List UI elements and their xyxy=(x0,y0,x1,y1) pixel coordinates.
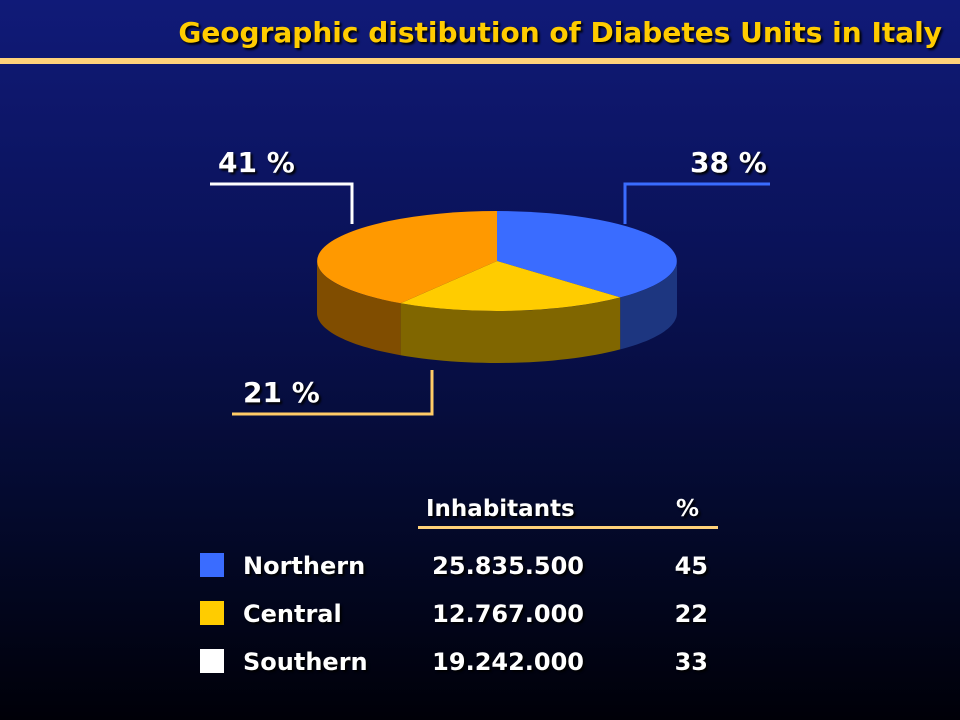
pie-leader-lines xyxy=(210,182,770,416)
pie-top xyxy=(317,211,677,311)
slice-label-central: 21 % xyxy=(243,376,320,409)
title-underline xyxy=(0,58,960,64)
pie-slice-central xyxy=(400,261,621,311)
pie-side-central xyxy=(400,297,621,363)
pie-slice-southern xyxy=(317,211,497,304)
pie-sides xyxy=(317,261,677,363)
chart-title: Geographic distibution of Diabetes Units… xyxy=(178,16,942,49)
leader-line-southern xyxy=(210,182,354,224)
slice-label-southern: 41 % xyxy=(218,146,295,179)
pie-slice-northern xyxy=(497,211,677,298)
pie-side-northern xyxy=(620,261,677,350)
leader-line-central xyxy=(232,370,434,416)
leader-line-northern xyxy=(623,182,770,224)
pie-side-southern xyxy=(317,261,401,356)
slice-label-northern: 38 % xyxy=(690,146,767,179)
